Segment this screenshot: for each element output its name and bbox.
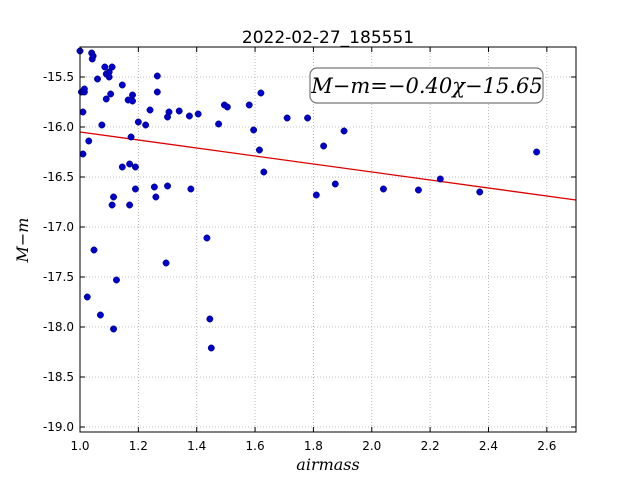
- data-point: [223, 103, 231, 111]
- axis-ticks: 1.0 1.2 1.4 1.6 1.8 2.0 2.2 2.4 2.6 -15.5 -16.0 -16…: [43, 47, 576, 453]
- x-tick-label: 1.8: [304, 439, 323, 453]
- data-point: [107, 90, 115, 98]
- y-tick-label: -16.0: [43, 120, 74, 134]
- y-tick-label: -17.0: [43, 220, 74, 234]
- annotation-frame: [309, 67, 544, 104]
- data-point: [203, 234, 211, 242]
- data-point: [129, 97, 136, 105]
- data-point: [118, 81, 126, 89]
- x-tick-label: 1.0: [70, 439, 89, 453]
- data-point: [127, 133, 135, 141]
- data-point: [340, 127, 348, 135]
- fit-line: [79, 131, 577, 201]
- data-point: [89, 52, 97, 60]
- data-point: [98, 121, 106, 129]
- data-point: [283, 114, 291, 122]
- data-point: [113, 276, 120, 284]
- data-point: [79, 150, 87, 158]
- data-point: [255, 146, 263, 154]
- y-axis-label: M−m: [13, 218, 32, 264]
- y-tick-label: -15.5: [43, 70, 74, 84]
- x-tick-label: 1.4: [187, 439, 206, 453]
- data-point: [152, 193, 160, 201]
- data-point: [150, 183, 158, 191]
- data-point: [206, 315, 214, 323]
- data-point: [250, 126, 258, 134]
- x-tick-label: 1.2: [129, 439, 148, 453]
- data-point: [164, 182, 171, 190]
- data-point: [131, 185, 139, 193]
- data-point: [187, 185, 195, 193]
- fit-equation: M−m=−0.40χ−15.65: [310, 74, 542, 98]
- data-point: [85, 137, 93, 145]
- data-point: [108, 201, 116, 209]
- data-point: [257, 89, 265, 97]
- data-point: [110, 193, 118, 201]
- data-point: [194, 110, 202, 118]
- x-axis-label: airmass: [296, 455, 359, 474]
- data-point: [185, 112, 193, 120]
- y-tick-label: -17.5: [43, 270, 74, 284]
- y-tick-label: -18.0: [43, 320, 74, 334]
- x-tick-label: 1.6: [246, 439, 265, 453]
- y-tick-label: -18.5: [43, 370, 74, 384]
- data-point: [126, 160, 134, 168]
- data-point: [90, 246, 98, 254]
- data-point: [146, 106, 154, 114]
- data-point: [79, 108, 87, 116]
- data-point: [118, 163, 126, 171]
- data-points: [76, 47, 541, 352]
- data-point: [134, 118, 142, 126]
- fit-annotation-box: M−m=−0.40χ−15.65: [309, 67, 544, 104]
- data-point: [94, 75, 101, 83]
- data-point: [142, 121, 150, 129]
- data-point: [320, 142, 328, 150]
- data-point: [126, 201, 134, 209]
- y-tick-label: -19.0: [43, 420, 74, 434]
- data-point: [83, 293, 91, 301]
- data-point: [131, 163, 139, 171]
- data-point: [533, 148, 541, 156]
- data-point: [153, 72, 161, 80]
- data-point: [102, 95, 110, 103]
- data-point: [207, 344, 215, 352]
- chart-title: 2022-02-27_185551: [242, 28, 414, 48]
- data-point: [153, 88, 161, 96]
- data-point: [304, 114, 312, 122]
- plot-area: [80, 47, 576, 432]
- data-point: [175, 107, 183, 115]
- x-tick-label: 2.6: [537, 439, 556, 453]
- data-point: [129, 91, 136, 99]
- data-point: [436, 175, 444, 183]
- data-point: [260, 168, 268, 176]
- x-tick-label: 2.2: [421, 439, 440, 453]
- y-tick-label: -16.5: [43, 170, 74, 184]
- data-point: [108, 63, 116, 71]
- x-tick-label: 2.0: [362, 439, 381, 453]
- data-point: [245, 101, 253, 109]
- data-point: [165, 108, 173, 116]
- data-point: [476, 188, 484, 196]
- fit-line-group: [79, 131, 577, 201]
- data-point: [414, 186, 422, 194]
- x-tick-label: 2.4: [479, 439, 498, 453]
- data-point: [331, 180, 339, 188]
- data-point: [96, 311, 104, 319]
- data-point: [101, 63, 109, 71]
- data-point: [80, 85, 88, 93]
- data-point: [162, 259, 170, 267]
- plot-frame: [79, 46, 577, 433]
- data-point: [379, 185, 387, 193]
- data-point: [312, 191, 320, 199]
- data-point: [110, 325, 118, 333]
- data-point: [215, 120, 223, 128]
